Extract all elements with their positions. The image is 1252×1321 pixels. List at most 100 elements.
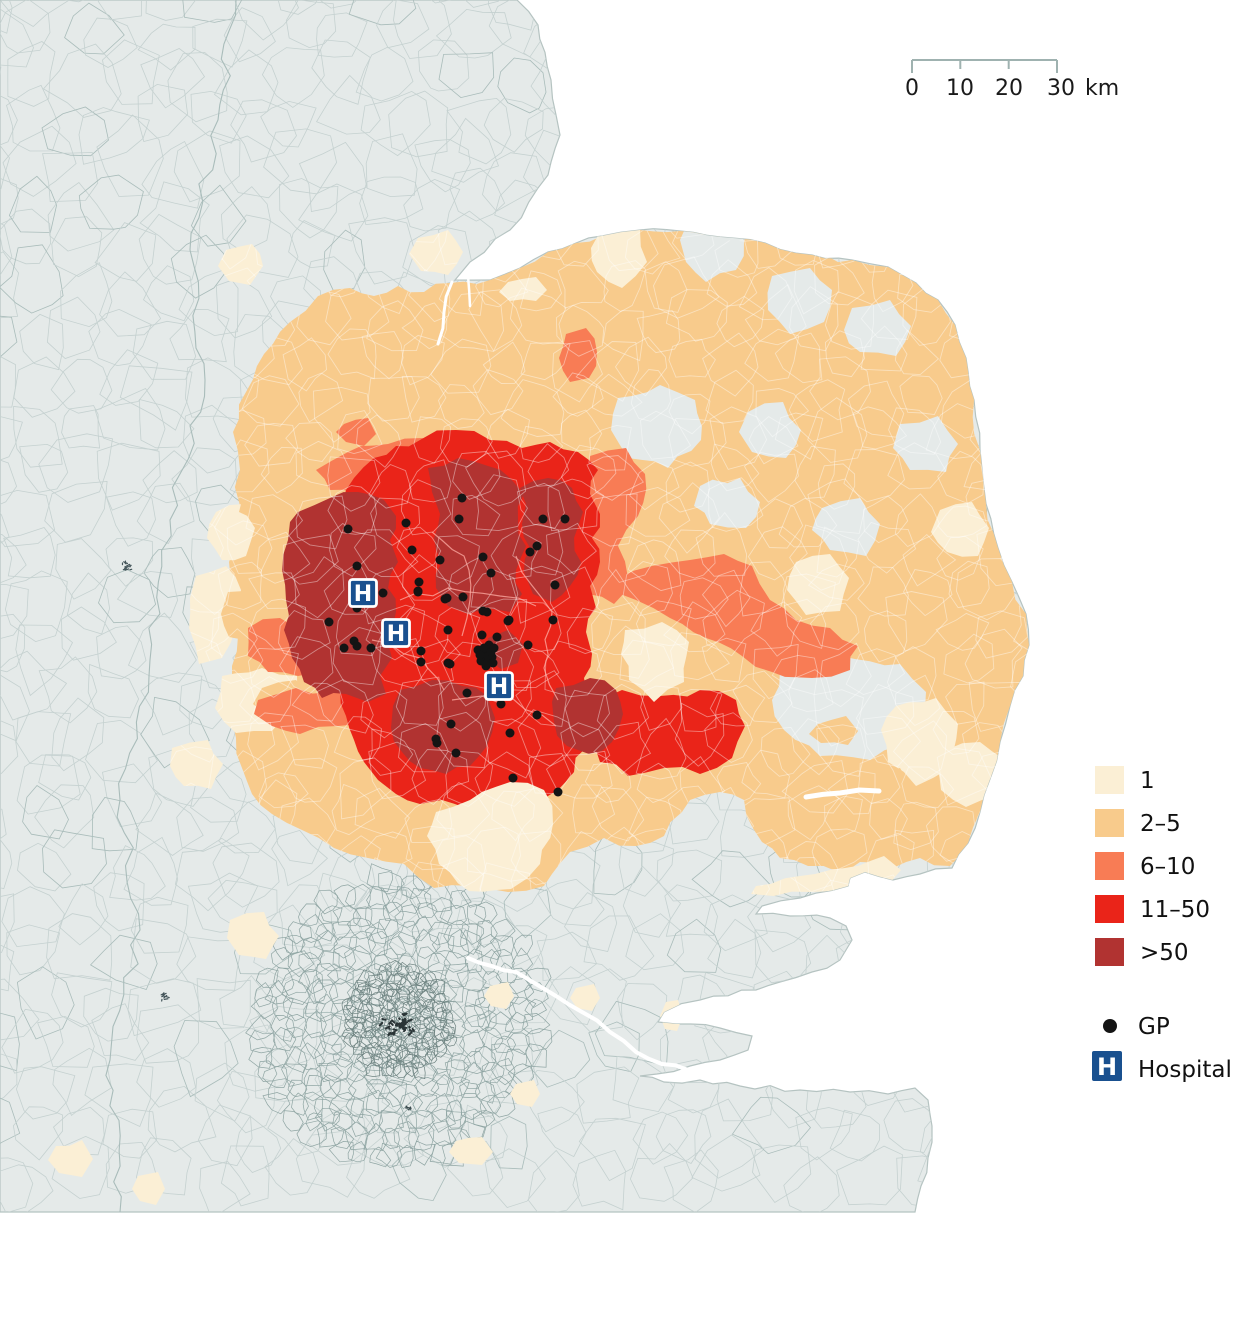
gp-marker: [416, 657, 426, 667]
gp-marker: [477, 630, 487, 640]
map-region-class-6–10: [559, 328, 597, 382]
map-region-class-1: [931, 502, 989, 557]
gp-marker: [478, 552, 488, 562]
gp-marker: [366, 643, 376, 653]
map-region-class-1: [227, 912, 279, 959]
hospital-marker-letter: H: [387, 622, 405, 647]
map-region-class-1: [787, 554, 849, 615]
legend-swatch: [1095, 852, 1124, 880]
gp-marker: [451, 748, 461, 758]
gp-marker: [454, 514, 464, 524]
gp-marker: [324, 617, 334, 627]
legend-label: 2–5: [1140, 811, 1181, 837]
gp-marker: [532, 710, 542, 720]
gp-dot-icon: [1103, 1019, 1117, 1033]
map-region-class-1: [218, 244, 263, 285]
map-region-grey: [739, 402, 801, 458]
gp-marker: [505, 728, 515, 738]
scale-unit-label: km: [1085, 76, 1119, 101]
map-region-class-1: [48, 1140, 93, 1177]
gp-marker: [446, 719, 456, 729]
gp-marker: [352, 641, 362, 651]
gp-marker: [553, 787, 563, 797]
legend-label: 11–50: [1140, 897, 1210, 923]
map-region-class->50: [391, 680, 495, 774]
gp-marker: [475, 650, 485, 660]
scale-tick-label: 20: [995, 76, 1023, 101]
legend-item-class-5: >50: [1095, 938, 1189, 966]
gp-marker: [462, 688, 472, 698]
gp-marker: [416, 646, 426, 656]
map-region-class-6–10: [615, 554, 858, 678]
legend-label: >50: [1140, 940, 1189, 966]
map-region-class-1: [427, 782, 553, 892]
hospital-marker: H: [381, 618, 411, 648]
gp-marker: [443, 625, 453, 635]
map-region-class->50: [428, 458, 526, 614]
map-region-class-6–10: [929, 260, 968, 304]
gp-marker: [482, 607, 492, 617]
map-region-grey: [767, 268, 832, 334]
legend-item-hospital: H Hospital: [1092, 1051, 1232, 1083]
legend-item-class-3: 6–10: [1095, 852, 1195, 880]
gp-marker: [508, 773, 518, 783]
map-region-class->50: [552, 678, 623, 754]
gp-marker: [457, 493, 467, 503]
legend-label: GP: [1138, 1014, 1170, 1040]
rivers: [436, 274, 882, 1072]
gp-marker: [532, 541, 542, 551]
gp-marker: [401, 518, 411, 528]
gp-marker: [482, 658, 492, 668]
scale-tick-label: 10: [946, 76, 974, 101]
legend-item-class-4: 11–50: [1095, 895, 1210, 923]
gp-marker: [523, 640, 533, 650]
map-region-class-2–5: [809, 716, 858, 745]
gp-marker: [548, 615, 558, 625]
legend-item-class-2: 2–5: [1095, 809, 1181, 837]
gp-marker: [445, 659, 455, 669]
map-region-grey: [694, 478, 760, 528]
hospital-icon-letter: H: [1097, 1053, 1117, 1081]
legend-label: Hospital: [1138, 1057, 1232, 1083]
gp-marker: [458, 592, 468, 602]
legend-swatch: [1095, 766, 1124, 794]
legend-label: 1: [1140, 768, 1155, 794]
scale-tick-label: 30: [1047, 76, 1075, 101]
gp-marker: [525, 547, 535, 557]
hospital-marker-letter: H: [354, 582, 372, 607]
gp-marker: [413, 587, 423, 597]
map-region-class-1: [207, 504, 255, 561]
gp-marker: [343, 524, 353, 534]
urban-area-smudge: [121, 560, 415, 1111]
gp-marker: [496, 699, 506, 709]
map-region-class-1: [132, 1172, 165, 1205]
scale-tick-label: 0: [905, 76, 919, 101]
hospital-marker-letter: H: [490, 675, 508, 700]
gp-marker: [414, 577, 424, 587]
gp-marker: [550, 580, 560, 590]
gp-marker: [435, 555, 445, 565]
legend-swatch: [1095, 938, 1124, 966]
map-region-class-1: [170, 740, 223, 789]
legend-label: 6–10: [1140, 854, 1195, 880]
legend-swatch: [1095, 895, 1124, 923]
scale-bar: 0 10 20 30 km: [905, 59, 1119, 101]
map-region-class-1: [189, 566, 241, 664]
gp-marker: [503, 616, 513, 626]
legend-item-class-1: 1: [1095, 766, 1155, 794]
gp-marker: [442, 593, 452, 603]
hospital-markers: HHH: [348, 578, 514, 701]
map-region-class-1: [449, 1137, 493, 1165]
hospital-marker: H: [348, 578, 378, 608]
map-region-class-1: [510, 1080, 540, 1107]
map-region-class-6–10: [336, 418, 376, 446]
legend: 1 2–5 6–10 11–50 >50 GP H Hospital: [1092, 766, 1232, 1083]
legend-item-gp: GP: [1103, 1014, 1170, 1040]
gp-marker: [538, 514, 548, 524]
gp-marker: [378, 588, 388, 598]
hospital-marker: H: [484, 671, 514, 701]
gp-marker: [479, 643, 489, 653]
gp-marker: [489, 643, 499, 653]
map-region-class-1: [409, 230, 463, 275]
